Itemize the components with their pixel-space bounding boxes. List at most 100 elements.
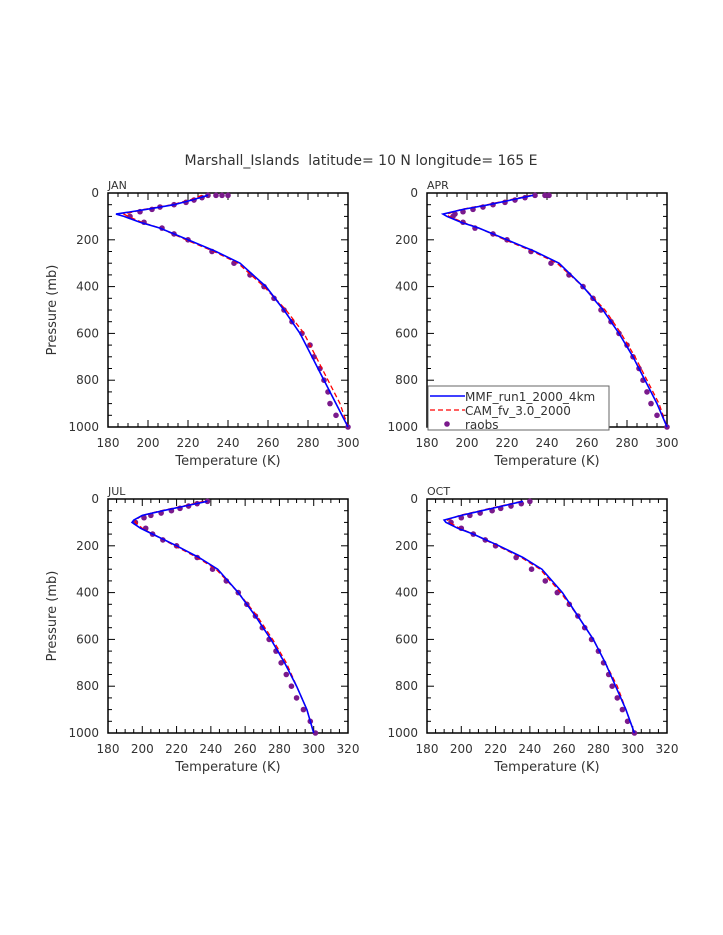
- raobs-point: [527, 498, 533, 505]
- panel-apr: APR 180 200 220 240 260 280 300 0 200 400 600 800 100…: [387, 179, 678, 469]
- chart-title: Marshall_Islands latitude= 10 N longitud…: [184, 153, 537, 169]
- y-tick-label: 800: [395, 373, 418, 387]
- raobs-point: [532, 192, 538, 199]
- y-tick-label: 600: [76, 326, 99, 340]
- x-tick-label: 220: [165, 742, 188, 756]
- panel-jul: JUL 180 200 220 240 260 280 300 320 0 200 400 600 800…: [45, 485, 359, 775]
- raobs-point: [141, 514, 147, 521]
- y-tick-label: 200: [395, 539, 418, 553]
- raobs-point: [644, 389, 650, 395]
- legend-label: MMF_run1_2000_4km: [465, 390, 595, 404]
- y-tick-label: 400: [395, 280, 418, 294]
- x-tick-label: 300: [656, 436, 679, 450]
- x-tick-label: 320: [337, 742, 360, 756]
- x-tick-label: 180: [416, 742, 439, 756]
- x-tick-label: 180: [97, 742, 120, 756]
- y-axis-label: Pressure (mb): [45, 265, 60, 356]
- x-tick-label: 200: [131, 742, 154, 756]
- x-tick-label: 220: [484, 742, 507, 756]
- raobs-point: [619, 706, 626, 713]
- x-tick-label: 200: [137, 436, 160, 450]
- y-tick-label: 1000: [387, 726, 418, 740]
- x-tick-label: 300: [621, 742, 644, 756]
- x-tick-label: 180: [416, 436, 439, 450]
- raobs-point: [648, 400, 654, 407]
- raobs-point: [631, 730, 638, 736]
- x-tick-label: 280: [616, 436, 639, 450]
- raobs-point: [288, 683, 295, 689]
- raobs-point: [283, 671, 290, 678]
- raobs-point: [542, 192, 548, 199]
- raobs-point: [327, 400, 333, 407]
- mmf-series-line: [442, 500, 636, 734]
- y-tick-label: 0: [91, 492, 99, 506]
- x-tick-label: 240: [536, 436, 559, 450]
- y-tick-label: 800: [76, 373, 99, 387]
- x-tick-label: 300: [337, 436, 360, 450]
- x-tick-label: 240: [518, 742, 541, 756]
- y-tick-label: 1000: [68, 420, 99, 434]
- panel-jan: JAN 180 200 220 240 260 280 300 0 200 400 600 800 100…: [45, 179, 359, 469]
- raobs-point: [225, 192, 231, 199]
- cam-series-line: [122, 194, 349, 428]
- legend-box: [427, 385, 610, 431]
- x-tick-label: 240: [217, 436, 240, 450]
- y-tick-label: 200: [76, 539, 99, 553]
- y-tick-label: 0: [410, 492, 418, 506]
- raobs-point: [542, 578, 549, 584]
- y-tick-label: 400: [395, 586, 418, 600]
- mmf-series-line: [130, 500, 315, 734]
- raobs-point: [548, 260, 554, 267]
- raobs-point: [300, 706, 307, 713]
- panel-label: JUL: [107, 485, 126, 498]
- x-tick-label: 260: [257, 436, 280, 450]
- y-tick-label: 0: [410, 186, 418, 200]
- panel-label: OCT: [427, 485, 450, 498]
- y-tick-label: 0: [91, 186, 99, 200]
- y-tick-label: 1000: [387, 420, 418, 434]
- raobs-point: [204, 498, 211, 505]
- legend-marker-raobs: [444, 421, 450, 427]
- y-tick-label: 400: [76, 280, 99, 294]
- y-tick-label: 600: [76, 632, 99, 646]
- raobs-point: [614, 695, 621, 701]
- x-tick-label: 220: [496, 436, 519, 450]
- x-tick-label: 280: [297, 436, 320, 450]
- y-tick-label: 1000: [68, 726, 99, 740]
- y-tick-label: 200: [395, 233, 418, 247]
- raobs-point: [293, 695, 300, 701]
- plot-frame: [426, 498, 668, 734]
- mmf-series-line: [440, 194, 668, 428]
- raobs-point: [278, 660, 284, 666]
- x-tick-label: 280: [587, 742, 610, 756]
- x-tick-label: 260: [553, 742, 576, 756]
- x-tick-label: 300: [302, 742, 325, 756]
- x-axis-label: Temperature (K): [174, 454, 280, 469]
- x-tick-label: 280: [268, 742, 291, 756]
- y-tick-label: 600: [395, 326, 418, 340]
- y-tick-label: 400: [76, 586, 99, 600]
- panel-label: APR: [427, 179, 449, 192]
- x-tick-label: 200: [456, 436, 479, 450]
- y-tick-label: 200: [76, 233, 99, 247]
- legend-label: CAM_fv_3.0_2000: [465, 404, 571, 418]
- x-tick-label: 260: [576, 436, 599, 450]
- y-axis-label: Pressure (mb): [45, 571, 60, 662]
- y-tick-label: 800: [76, 679, 99, 693]
- mmf-series-line: [115, 194, 349, 428]
- x-axis-label: Temperature (K): [493, 760, 599, 775]
- cam-series-line: [446, 500, 636, 734]
- plot-frame: [107, 192, 349, 428]
- panel-oct: OCT 180 200 220 240 260 280 300 320 0 200 400 600 800…: [387, 485, 678, 775]
- x-tick-label: 200: [450, 742, 473, 756]
- raobs-point: [546, 192, 552, 199]
- x-axis-label: Temperature (K): [493, 454, 599, 469]
- x-tick-label: 240: [199, 742, 222, 756]
- raobs-point: [333, 412, 339, 419]
- x-axis-label: Temperature (K): [174, 760, 280, 775]
- cam-series-line: [134, 500, 315, 734]
- y-tick-label: 600: [395, 632, 418, 646]
- raobs-point: [219, 192, 225, 199]
